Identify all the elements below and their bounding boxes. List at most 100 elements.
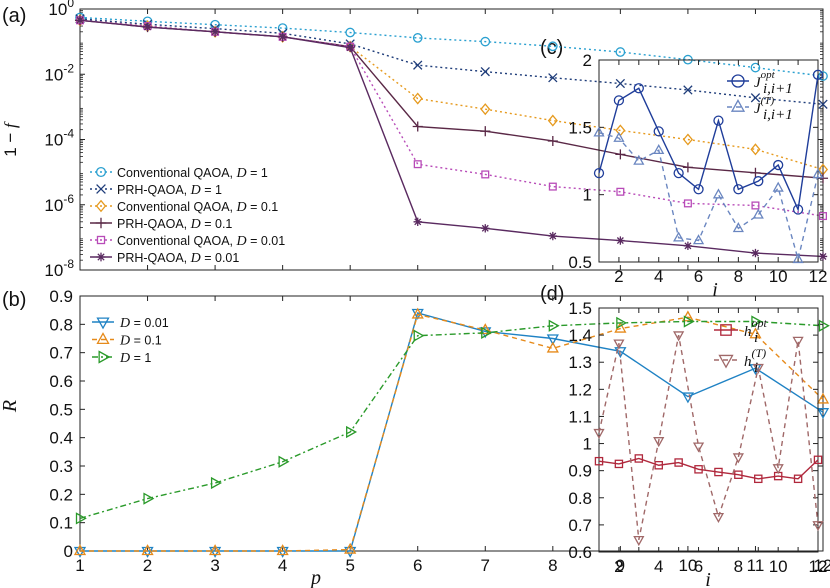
chart-c-series-0-point — [693, 184, 704, 195]
chart-c-xtick-label: 4 — [654, 267, 663, 286]
chart-a-series-0-point — [345, 27, 356, 38]
chart-b-series-1-point — [816, 392, 830, 404]
chart-a-series-4-point — [481, 170, 490, 179]
chart-b-ytick-label: 0.3 — [49, 457, 73, 476]
chart-b-series-2-point — [210, 476, 222, 490]
chart-a-series-1-point — [683, 85, 693, 95]
chart-a-series-1-point — [548, 73, 558, 83]
chart-d-series-1-point — [593, 428, 605, 439]
chart-b-series-2-point — [683, 315, 695, 328]
chart-a-ytick-label: 10-6 — [44, 192, 74, 215]
chart-b-xtick-label: 2 — [143, 556, 152, 575]
chart-c-series-0-point — [792, 204, 804, 215]
chart-d-series-1-point — [613, 339, 625, 350]
legend-d-marker-1 — [718, 354, 734, 369]
chart-c-series-1-point — [732, 222, 744, 233]
legend-a-marker-0 — [95, 166, 107, 178]
chart-b-xlabel: p — [309, 567, 321, 588]
chart-a-series-3-point — [547, 135, 558, 147]
chart-a-series-2-point — [682, 133, 693, 146]
chart-d-ytick-label: 1.5 — [568, 299, 592, 318]
chart-b-series-1 — [73, 307, 830, 556]
chart-a-series-5-point — [616, 236, 625, 245]
legend-b-marker-1 — [96, 332, 110, 345]
chart-c-xtick-label: 10 — [769, 267, 788, 286]
chart-c-frame — [598, 59, 819, 263]
chart-a-series-1-point — [818, 99, 828, 109]
chart-a-series-0-point — [818, 71, 828, 81]
chart-b-series-1-point — [276, 544, 289, 556]
chart-a-series-4-point — [548, 182, 557, 191]
chart-b-xtick-label: 8 — [548, 556, 557, 575]
chart-b-xtick-label: 12 — [814, 556, 830, 575]
chart-a-series-2 — [74, 14, 829, 176]
chart-d-series-0-point — [813, 455, 823, 465]
chart-c-series-0-point — [613, 95, 625, 106]
legend-d-marker-0 — [720, 324, 732, 336]
chart-d-series-0-point — [714, 467, 723, 477]
chart-c-ytick-label: 1.5 — [568, 118, 592, 137]
chart-b-xtick-label: 3 — [210, 556, 219, 575]
chart-b-series-2-line — [79, 320, 824, 520]
legend-a-label-2: Conventional QAOA, D = 0.1 — [117, 200, 278, 215]
chart-b-series-0-point — [546, 334, 559, 346]
chart-d-series-1-point — [673, 331, 685, 342]
chart-d-ytick-label: 1.4 — [568, 326, 592, 345]
legend-a-label-1: PRH-QAOA, D = 1 — [117, 183, 222, 198]
chart-b-series-0-point — [816, 408, 830, 420]
legend-b-label-2: D = 1 — [119, 351, 151, 366]
chart-a-series-4-point — [616, 187, 625, 196]
panel-label-a: (a) — [2, 5, 26, 27]
chart-a-ytick-label: 10-4 — [44, 127, 74, 150]
chart-b-series-2-point — [278, 455, 290, 468]
chart-a-series-1-point — [413, 60, 423, 70]
chart-d-series-1-point — [752, 363, 764, 374]
chart-d-frame — [598, 307, 819, 553]
chart-b-series-2 — [75, 315, 830, 525]
chart-c-series-0-point — [653, 126, 664, 137]
chart-c-ytick-label: 2 — [583, 51, 592, 70]
chart-b-series-2-point — [818, 319, 830, 332]
chart-d-series-0-point — [654, 460, 663, 470]
chart-c-series-0-point — [593, 167, 605, 179]
chart-b-xtick-label: 10 — [678, 556, 697, 575]
chart-d-series-1-line — [598, 334, 819, 540]
chart-a-series-2-line — [79, 19, 824, 171]
chart-b-xtick-label: 6 — [413, 556, 422, 575]
chart-b-series-1-point — [749, 327, 762, 339]
chart-a-series-3-point — [412, 121, 423, 132]
legend-a-marker-2 — [95, 199, 107, 213]
chart-c-series-1-point — [613, 131, 625, 142]
chart-a-ytick-label: 100 — [48, 0, 74, 19]
legend-a-label-5: PRH-QAOA, D = 0.01 — [117, 251, 239, 266]
chart-d-series-0-point — [594, 456, 604, 466]
chart-c-series-1-point — [593, 126, 605, 137]
chart-b-xtick-label: 9 — [616, 556, 625, 575]
chart-b-series-1-line — [80, 313, 824, 552]
chart-d-ytick-label: 0.7 — [568, 516, 592, 535]
chart-b-series-1-point — [344, 542, 357, 554]
chart-a-series-5 — [75, 16, 828, 261]
chart-d-series-0-point — [734, 470, 743, 479]
panel-label-b: (b) — [2, 289, 26, 311]
chart-d-xtick-label: 10 — [769, 557, 788, 576]
chart-b-ytick-label: 0.7 — [49, 344, 73, 363]
chart-d-series-1 — [593, 331, 824, 547]
chart-b-xtick-label: 4 — [278, 556, 287, 575]
chart-b-series-1-point — [411, 307, 424, 319]
chart-d-series-1-point — [812, 521, 824, 532]
chart-d-fields: 0.60.70.80.911.11.21.31.41.52 4 6 8 10 12ihop… — [568, 299, 827, 588]
chart-d-ytick-label: 1 — [583, 435, 592, 454]
chart-a-series-5-point — [143, 22, 152, 32]
legend-c-sub-0: i,i+1 — [763, 81, 793, 97]
chart-a-ytick-label: 10-8 — [44, 257, 74, 280]
chart-c-series-1-point — [812, 168, 824, 179]
chart-a-series-0-line — [79, 16, 824, 77]
chart-c-series-0-point — [633, 83, 644, 94]
chart-b-series-1-point — [73, 544, 87, 556]
chart-a-series-4-point — [751, 201, 760, 210]
chart-a-series-5-point — [481, 224, 490, 233]
chart-a-series-0 — [75, 12, 828, 81]
chart-a-series-5-point — [751, 248, 760, 258]
